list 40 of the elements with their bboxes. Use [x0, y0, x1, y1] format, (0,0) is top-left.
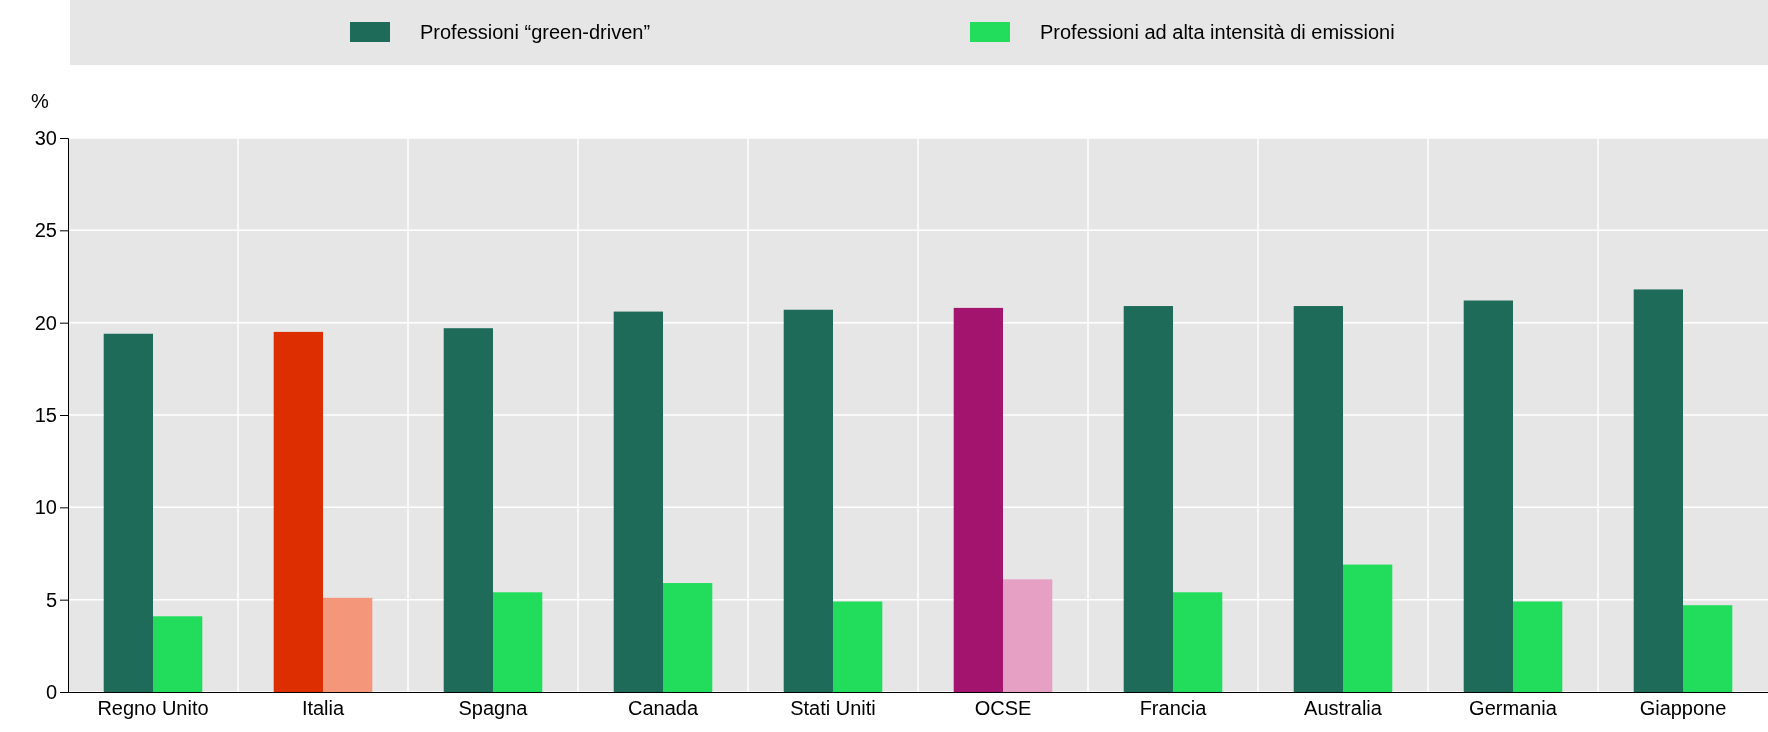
bar	[1003, 579, 1053, 692]
x-tick-label: Francia	[1139, 697, 1208, 719]
bar	[1173, 592, 1223, 692]
y-axis-title: %	[31, 90, 50, 112]
bar	[1343, 564, 1393, 692]
legend-label: Professioni “green-driven”	[420, 21, 651, 43]
bar	[323, 597, 373, 692]
x-tick-label: Regno Unito	[97, 697, 209, 719]
x-tick-label: Stati Uniti	[790, 697, 876, 719]
bar	[493, 592, 543, 692]
bar	[1513, 601, 1563, 692]
y-tick-label: 10	[34, 496, 57, 519]
bar	[663, 583, 713, 692]
bar	[273, 331, 323, 692]
bar	[953, 307, 1003, 692]
x-tick-label: Germania	[1469, 697, 1558, 719]
y-tick-label: 25	[34, 219, 57, 242]
x-tick-label: Spagna	[458, 697, 529, 719]
bar	[1293, 306, 1343, 692]
x-tick-label: Canada	[627, 697, 699, 719]
x-tick-label: Giappone	[1639, 697, 1727, 719]
y-tick-label: 30	[34, 126, 57, 149]
y-tick-label: 20	[34, 311, 57, 334]
y-tick-label: 15	[34, 403, 57, 426]
bar	[613, 311, 663, 692]
bar	[833, 601, 883, 692]
y-tick-label: 5	[45, 588, 57, 611]
x-tick-label: Italia	[301, 697, 345, 719]
bar	[443, 328, 493, 692]
x-tick-label: OCSE	[974, 697, 1032, 719]
bar	[783, 309, 833, 692]
bar	[1633, 289, 1683, 692]
x-tick-label: Australia	[1304, 697, 1383, 719]
bar	[1463, 300, 1513, 692]
bar	[153, 616, 203, 692]
bar	[1123, 306, 1173, 692]
legend-label: Professioni ad alta intensità di emissioni	[1040, 21, 1395, 43]
bar	[103, 333, 153, 692]
bar	[1683, 605, 1733, 692]
y-tick-label: 0	[45, 680, 57, 703]
